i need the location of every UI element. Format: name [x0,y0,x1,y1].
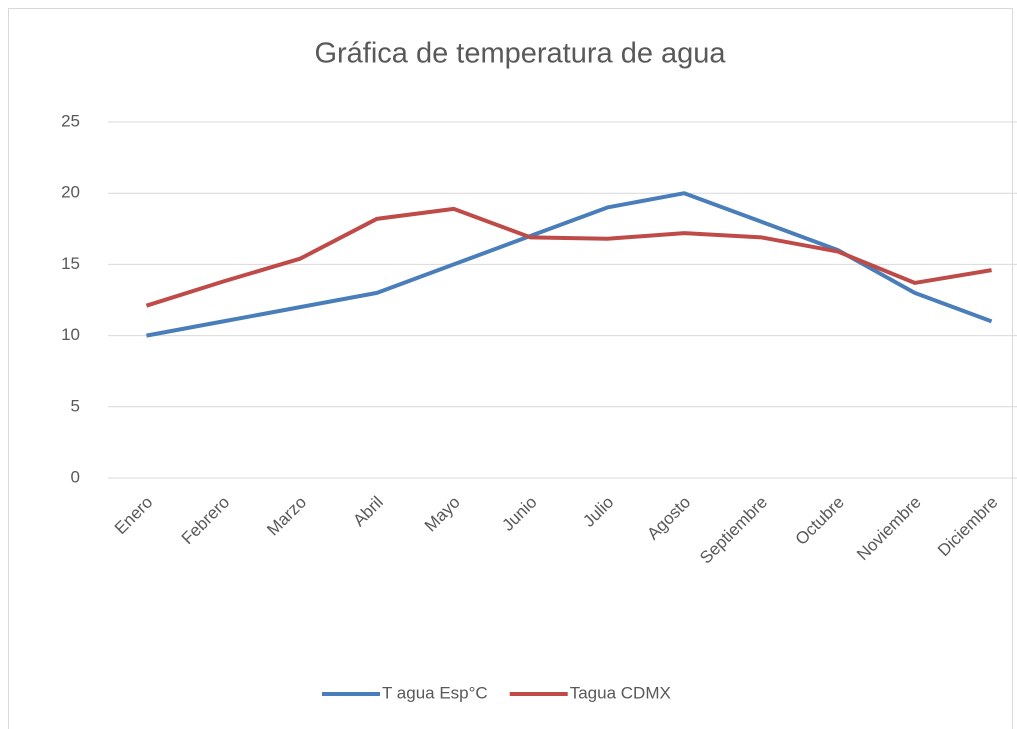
legend-label: Tagua CDMX [570,683,671,702]
y-tick-label: 5 [71,396,80,415]
chart-frame [8,8,1013,729]
y-tick-label: 10 [61,325,80,344]
legend-label: T agua Esp°C [382,683,488,702]
y-tick-label: 20 [61,183,80,202]
chart-title: Gráfica de temperatura de agua [314,38,726,70]
y-tick-label: 15 [61,254,80,273]
series-line [145,206,992,308]
y-tick-label: 25 [61,111,80,130]
y-tick-label: 0 [71,467,80,486]
